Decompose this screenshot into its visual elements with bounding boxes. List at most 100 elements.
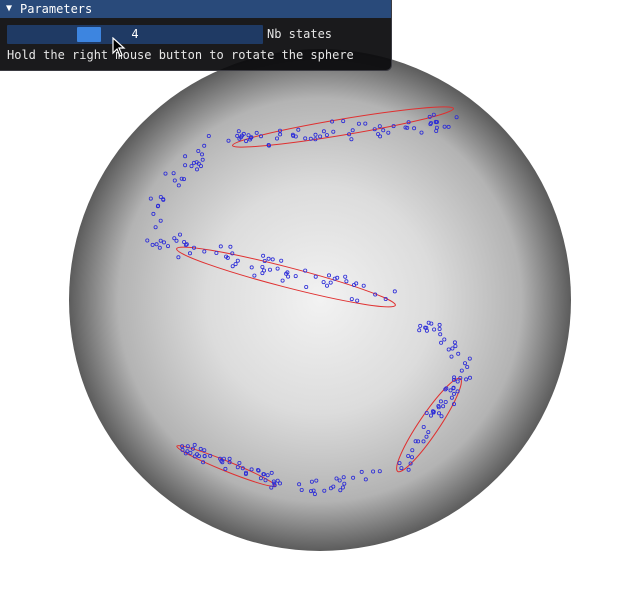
sample-point — [279, 258, 284, 263]
sample-point — [185, 444, 190, 449]
sample-point — [260, 264, 265, 269]
sample-point — [190, 446, 195, 451]
slider-grab[interactable] — [77, 27, 101, 42]
window-title-bar[interactable]: ▼ Parameters — [0, 0, 391, 18]
sample-point — [299, 487, 304, 492]
sample-point — [321, 129, 326, 134]
sample-point — [441, 404, 446, 409]
sample-point — [235, 258, 240, 263]
sample-point — [176, 183, 181, 188]
sample-point — [448, 388, 453, 393]
sample-point — [304, 284, 309, 289]
sample-point — [322, 488, 327, 493]
sample-point — [412, 126, 417, 131]
sample-point — [444, 386, 449, 391]
sample-point — [309, 479, 314, 484]
sample-point — [459, 368, 464, 373]
sample-point — [154, 242, 159, 247]
sample-point — [426, 430, 431, 435]
sample-point — [438, 399, 443, 404]
sample-point — [344, 279, 349, 284]
sample-point — [258, 134, 263, 139]
sample-point — [409, 455, 414, 460]
sample-point — [158, 218, 163, 223]
sample-point — [363, 477, 368, 482]
sample-point — [439, 414, 444, 419]
sample-point — [266, 256, 271, 261]
sample-point — [443, 387, 448, 392]
sample-point — [272, 481, 277, 486]
sample-point — [429, 321, 434, 326]
sample-point — [171, 171, 176, 176]
sample-point — [383, 296, 388, 301]
sample-point — [269, 470, 274, 475]
sample-point — [293, 134, 298, 139]
gaussian-ellipse — [396, 377, 462, 473]
triangle-down-icon[interactable]: ▼ — [6, 3, 13, 14]
sample-point — [284, 271, 289, 276]
sample-point — [180, 444, 185, 449]
sample-point — [218, 244, 223, 249]
sample-point — [451, 391, 456, 396]
sample-point — [410, 448, 415, 453]
sample-point — [413, 439, 418, 444]
sample-point — [451, 385, 456, 390]
sample-point — [436, 403, 441, 408]
sample-point — [446, 347, 451, 352]
nb-states-slider[interactable]: 4 — [7, 25, 263, 44]
sample-point — [165, 244, 170, 249]
sample-point — [406, 120, 411, 125]
sample-point — [397, 461, 402, 466]
sample-point — [256, 468, 261, 473]
sample-point — [161, 197, 166, 202]
sample-point — [191, 245, 196, 250]
sample-point — [458, 375, 463, 380]
sample-point — [261, 472, 266, 477]
sample-point — [446, 124, 451, 129]
sample-point — [430, 409, 435, 414]
sample-point — [158, 238, 163, 243]
sample-point — [270, 257, 275, 262]
sample-point — [155, 204, 160, 209]
sample-point — [246, 133, 251, 138]
sample-point — [293, 274, 298, 279]
sample-point — [271, 479, 276, 484]
sample-point — [464, 377, 469, 382]
sample-point — [421, 439, 426, 444]
gaussian-ellipse — [232, 106, 454, 148]
sample-point — [377, 469, 382, 474]
sample-point — [456, 351, 461, 356]
sample-point — [183, 163, 188, 168]
hint-text: Hold the right mouse button to rotate th… — [7, 48, 354, 62]
sample-point — [237, 460, 242, 465]
sample-point — [148, 196, 153, 201]
sample-point — [427, 114, 432, 119]
sample-point — [262, 258, 267, 263]
sample-point — [202, 448, 207, 453]
sample-point — [428, 122, 433, 127]
sample-point — [228, 244, 233, 249]
sample-point — [373, 292, 378, 297]
sample-point — [202, 249, 207, 254]
sample-point — [269, 485, 274, 490]
sample-point — [347, 132, 352, 137]
sample-point — [199, 152, 204, 157]
sample-point — [224, 254, 229, 259]
sample-point — [311, 488, 316, 493]
sample-point — [318, 134, 323, 139]
sample-point — [340, 485, 345, 490]
parameters-window[interactable]: ▼ Parameters 4 Nb states Hold the right … — [0, 0, 392, 71]
sample-point — [332, 276, 337, 281]
sample-point — [467, 356, 472, 361]
sample-point — [363, 121, 368, 126]
sample-point — [421, 424, 426, 429]
sample-point — [236, 129, 241, 134]
sample-point — [349, 297, 354, 302]
sample-point — [451, 402, 456, 407]
sample-point — [233, 262, 238, 267]
sample-point — [221, 456, 226, 461]
sample-point — [227, 460, 232, 465]
sample-point — [188, 450, 193, 455]
sample-point — [274, 136, 279, 141]
